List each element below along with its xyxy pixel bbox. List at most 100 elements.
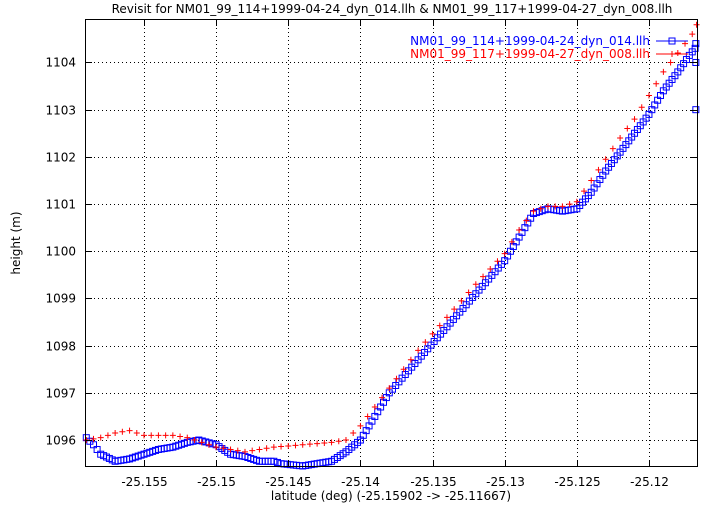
data-point xyxy=(177,433,184,440)
x-tick-label: -25.155 xyxy=(121,475,167,489)
legend-marker xyxy=(669,51,675,57)
data-point xyxy=(508,238,515,245)
data-point xyxy=(263,445,270,452)
data-point xyxy=(573,198,580,205)
data-point xyxy=(220,445,227,452)
data-point xyxy=(429,330,436,337)
series-1 xyxy=(82,40,700,470)
y-tick-label: 1097 xyxy=(45,387,76,401)
grid-lines xyxy=(86,20,697,466)
data-point xyxy=(693,21,700,28)
data-point xyxy=(191,437,198,444)
series-2 xyxy=(83,21,700,455)
x-axis-label: latitude (deg) (-25.15902 -> -25.11667) xyxy=(271,489,511,503)
legend-label-series-2: NM01_99_117+1999-04-27_dyn_008.llh xyxy=(410,47,650,61)
data-point xyxy=(306,441,313,448)
data-point xyxy=(371,404,378,411)
data-point xyxy=(415,347,422,354)
data-point xyxy=(609,145,616,152)
x-tick-label: -25.13 xyxy=(486,475,525,489)
data-point xyxy=(588,177,595,184)
y-tick-label: 1103 xyxy=(45,104,76,118)
legend-swatch-series-2 xyxy=(656,51,688,57)
x-tick-label: -25.14 xyxy=(341,475,380,489)
x-tick-label: -25.125 xyxy=(554,475,600,489)
data-point xyxy=(205,441,212,448)
x-tick-label: -25.135 xyxy=(410,475,456,489)
x-tick-label: -25.12 xyxy=(630,475,669,489)
data-point xyxy=(198,439,205,446)
data-point xyxy=(227,446,234,453)
data-point xyxy=(523,217,530,224)
data-point xyxy=(112,429,119,436)
data-point xyxy=(140,432,147,439)
data-point xyxy=(667,59,674,66)
data-point xyxy=(93,445,101,453)
data-point xyxy=(674,50,681,57)
data-point xyxy=(328,439,335,446)
plot-series xyxy=(82,21,700,470)
data-point xyxy=(234,447,241,454)
data-point xyxy=(552,203,559,210)
data-point xyxy=(184,434,191,441)
data-point xyxy=(104,432,111,439)
data-point xyxy=(86,437,94,445)
data-point xyxy=(126,427,133,434)
data-point xyxy=(321,439,328,446)
chart-title: Revisit for NM01_99_114+1999-04-24_dyn_0… xyxy=(112,2,673,16)
y-tick-label: 1102 xyxy=(45,151,76,165)
data-point xyxy=(501,250,508,257)
data-point xyxy=(133,429,140,436)
data-point xyxy=(692,40,700,48)
data-point xyxy=(443,314,450,321)
data-point xyxy=(566,201,573,208)
data-point xyxy=(97,434,104,441)
data-point xyxy=(465,289,472,296)
legend: NM01_99_114+1999-04-24_dyn_014.llh NM01_… xyxy=(410,34,688,61)
data-point xyxy=(278,443,285,450)
data-point xyxy=(285,442,292,449)
data-point xyxy=(386,385,393,392)
data-point xyxy=(617,134,624,141)
data-point xyxy=(451,306,458,313)
plot-frame xyxy=(85,19,698,467)
data-point xyxy=(400,366,407,373)
data-point xyxy=(436,322,443,329)
data-point xyxy=(364,413,371,420)
data-point xyxy=(660,68,667,75)
y-tick-label: 1099 xyxy=(45,292,76,306)
data-point xyxy=(148,432,155,439)
data-point xyxy=(273,458,281,466)
data-point xyxy=(631,116,638,123)
data-point xyxy=(407,356,414,363)
data-point xyxy=(645,92,652,99)
axis-ticks: -25.155 -25.15 -25.145 -25.14 -25.135 -25.13 -… xyxy=(45,20,697,489)
data-point xyxy=(537,205,544,212)
data-point xyxy=(270,444,277,451)
data-point xyxy=(559,203,566,210)
data-point xyxy=(162,432,169,439)
data-point xyxy=(689,31,696,38)
data-point xyxy=(90,435,97,442)
data-point xyxy=(256,446,263,453)
data-point xyxy=(692,106,700,114)
y-tick-label: 1098 xyxy=(45,340,76,354)
data-point xyxy=(595,166,602,173)
data-point xyxy=(213,444,220,451)
data-point xyxy=(494,258,501,265)
data-point xyxy=(516,227,523,234)
x-tick-label: -25.145 xyxy=(265,475,311,489)
y-tick-label: 1100 xyxy=(45,245,76,259)
data-point xyxy=(270,457,278,465)
data-point xyxy=(342,437,349,444)
data-point xyxy=(653,80,660,87)
data-point xyxy=(544,203,551,210)
y-axis-label: height (m) xyxy=(9,211,23,274)
y-tick-label: 1104 xyxy=(45,56,76,70)
data-point xyxy=(119,428,126,435)
data-point xyxy=(581,188,588,195)
data-point xyxy=(155,432,162,439)
data-point xyxy=(602,156,609,163)
data-point xyxy=(638,104,645,111)
